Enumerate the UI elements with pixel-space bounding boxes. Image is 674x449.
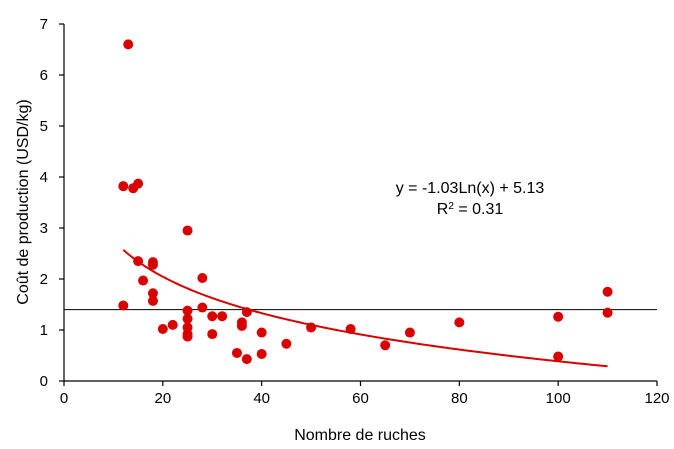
data-point <box>306 322 317 333</box>
data-point <box>197 272 208 283</box>
data-point <box>602 286 613 297</box>
y-tick-label: 1 <box>40 322 48 339</box>
data-point <box>182 331 193 342</box>
x-tick-label: 100 <box>546 390 571 407</box>
data-point <box>157 323 168 334</box>
axes-layer <box>59 23 658 386</box>
x-tick-label: 20 <box>154 390 171 407</box>
data-point <box>123 39 134 50</box>
data-point <box>256 348 267 359</box>
data-point <box>281 338 292 349</box>
y-tick-label: 2 <box>40 271 48 288</box>
x-tick-label: 120 <box>644 390 669 407</box>
data-point <box>207 329 218 340</box>
data-point <box>133 178 144 189</box>
data-point <box>147 288 158 299</box>
data-point <box>167 319 178 330</box>
x-axis-title: Nombre de ruches <box>294 427 426 444</box>
points-layer <box>118 39 613 365</box>
data-point <box>380 340 391 351</box>
data-point <box>182 305 193 316</box>
y-tick-label: 0 <box>40 373 48 390</box>
x-tick-label: 60 <box>352 390 369 407</box>
data-point <box>404 327 415 338</box>
data-point <box>256 327 267 338</box>
y-tick-label: 3 <box>40 220 48 237</box>
data-point <box>147 259 158 270</box>
data-point <box>207 311 218 322</box>
y-tick-label: 4 <box>40 169 48 186</box>
data-point <box>231 347 242 358</box>
data-point <box>454 317 465 328</box>
data-point <box>182 225 193 236</box>
trendline-equation-label: y = -1.03Ln(x) + 5.13 <box>396 180 545 197</box>
trendline-layer <box>122 249 608 368</box>
data-point <box>236 320 247 331</box>
y-tick-label: 5 <box>40 118 48 135</box>
data-point <box>241 307 252 318</box>
data-point <box>553 311 564 322</box>
data-point <box>602 307 613 318</box>
x-tick-label: 40 <box>253 390 270 407</box>
data-point <box>133 256 144 267</box>
data-point <box>217 311 228 322</box>
y-tick-label: 6 <box>40 67 48 84</box>
y-tick-label: 7 <box>40 16 48 33</box>
data-point <box>197 302 208 313</box>
x-tick-label: 80 <box>451 390 468 407</box>
data-point <box>118 181 129 192</box>
data-point <box>182 313 193 324</box>
data-point <box>241 354 252 365</box>
tick-labels-layer: 0 20 40 60 80 100 120 0 1 2 3 4 5 6 7 <box>40 16 670 407</box>
data-point <box>345 323 356 334</box>
trendline <box>122 249 608 368</box>
data-point <box>138 275 149 286</box>
data-point <box>147 295 158 306</box>
y-axis-title: Coût de production (USD/kg) <box>15 99 32 304</box>
data-point <box>118 300 129 311</box>
r-squared-label: R2 = 0.31 <box>437 201 504 219</box>
data-point <box>553 351 564 362</box>
x-tick-label: 0 <box>60 390 68 407</box>
